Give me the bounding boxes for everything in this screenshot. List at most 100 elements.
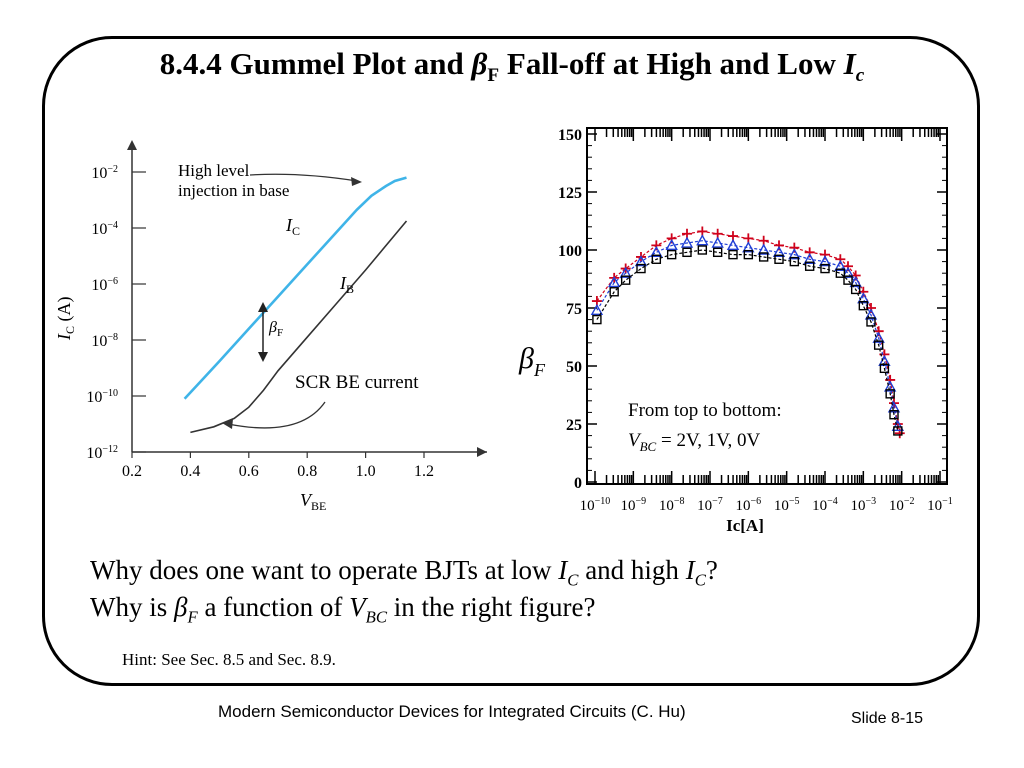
beta-y-tick-label: 100 [558,243,582,260]
beta-ticks: 150 125 100 75 50 25 0 10−10 10−9 10−8 10−7 10−6 10−… [558,127,953,514]
beta-point-1V [650,245,663,258]
beta-point-1V [757,243,770,255]
question-1: Why does one want to operate BJTs at low… [90,555,718,590]
beta-point-1V [772,245,786,258]
beta-point-1V [788,248,801,260]
beta-point-1V [841,266,855,278]
beta-point-0V [636,263,646,274]
high-level-arrow [249,173,358,182]
gummel-x-tick-label: 0.8 [297,463,317,480]
beta-legend-line1: From top to bottom: [628,400,782,421]
beta-x-tick-label: 10−10 [580,496,611,514]
beta-gap-label: βF [268,319,283,339]
beta-point-0V [697,245,708,255]
gummel-y-label: IC (A) [54,296,77,341]
beta-y-tick-label: 0 [574,475,582,492]
beta-y-label: βF [518,342,546,380]
beta-x-tick-label: 10−4 [812,496,838,514]
beta-point-0V [789,256,800,267]
beta-point-1V [883,380,897,392]
gummel-plot: 0.2 0.4 0.6 0.8 1.0 1.2 10−2 10−4 10−6 10−8 10−10 1… [54,140,487,513]
beta-point-0V [743,249,754,260]
beta-point-1V [857,292,870,304]
gummel-y-arrow [127,140,137,150]
beta-point-1V [696,234,709,246]
beta-point-1V [711,236,724,248]
beta-point-1V [864,308,878,320]
ib-curve [190,220,408,434]
beta-point-1V [590,303,604,316]
beta-point-1V [878,354,891,367]
gummel-y-tick-label: 10−2 [91,164,118,182]
gummel-x-tick-label: 1.0 [356,463,376,480]
beta-point-0V [758,252,769,262]
beta-x-tick-label: 10−5 [774,496,800,514]
beta-point-0V [774,254,784,264]
beta-point-1V [665,238,678,251]
beta-x-tick-label: 10−3 [851,496,877,514]
beta-point-1V [849,276,862,288]
beta-point-1V [818,255,832,267]
gummel-x-tick-label: 0.4 [180,463,200,480]
gummel-y-tick-label: 10−12 [86,444,118,462]
gummel-curves [183,176,408,434]
beta-point-1V [742,241,755,253]
beta-point-1V [726,238,740,251]
gummel-x-tick-label: 1.2 [414,463,434,480]
beta-point-0V [592,314,602,325]
beta-point-0V [866,317,876,327]
slide-title: 8.4.4 Gummel Plot and βF Fall-off at Hig… [159,46,865,87]
beta-point-0V [873,340,884,350]
beta-y-tick-label: 50 [566,359,582,376]
gummel-y-tick-label: 10−10 [86,388,118,406]
beta-point-0V [712,247,723,258]
scr-label-background [288,370,466,394]
gummel-ticks: 0.2 0.4 0.6 0.8 1.0 1.2 10−2 10−4 10−6 10−8 10−10 1… [86,164,434,480]
gummel-x-arrow [477,447,487,457]
beta-plot: 150 125 100 75 50 25 0 10−10 10−9 10−8 10−7 10−6 10−… [518,127,953,535]
beta-point-0V [666,249,677,260]
beta-point-0V [609,287,619,297]
hint-text: Hint: See Sec. 8.5 and Sec. 8.9. [122,650,336,669]
beta-point-1V [887,401,901,413]
beta-point-1V [607,276,621,288]
beta-point-0V [843,275,853,285]
beta-arrow-up [258,302,268,312]
high-level-label-1: High level [178,161,250,180]
slide-number: Slide 8-15 [851,710,924,727]
gummel-x-tick-label: 0.6 [239,463,259,480]
beta-point-0V [651,254,662,264]
beta-y-tick-label: 125 [558,185,582,202]
gummel-x-tick-label: 0.2 [122,463,142,480]
beta-point-0V [620,275,631,285]
beta-x-tick-label: 10−2 [889,496,915,514]
beta-x-tick-label: 10−8 [659,496,685,514]
beta-legend-background [620,398,845,460]
beta-point-1V [872,331,885,343]
beta-point-1V [619,266,632,278]
beta-y-tick-label: 25 [566,417,582,434]
beta-point-0V [893,426,903,436]
question-2: Why is βF a function of VBC in the right… [90,592,596,627]
scr-arrow [227,401,326,429]
high-level-label-2: injection in base [178,181,289,200]
beta-point-1V [891,419,905,432]
beta-point-0V [728,249,738,260]
beta-x-label: Ic[A] [726,516,764,535]
beta-point-0V [858,300,869,311]
beta-y-tick-label: 75 [566,301,582,318]
beta-point-1V [834,259,847,271]
gummel-x-label: VBE [300,490,326,513]
beta-point-0V [804,261,815,271]
slide-frame [42,36,980,686]
beta-legend-line2: VBC = 2V, 1V, 0V [628,430,760,454]
gummel-y-tick-label: 10−8 [91,332,118,350]
ic-curve [183,176,407,400]
beta-point-0V [889,410,899,420]
beta-x-tick-label: 10−1 [927,496,953,514]
beta-x-tick-label: 10−7 [697,496,723,514]
ic-curve-label: IC [285,215,300,238]
beta-point-0V [850,284,861,295]
beta-series [590,226,905,439]
